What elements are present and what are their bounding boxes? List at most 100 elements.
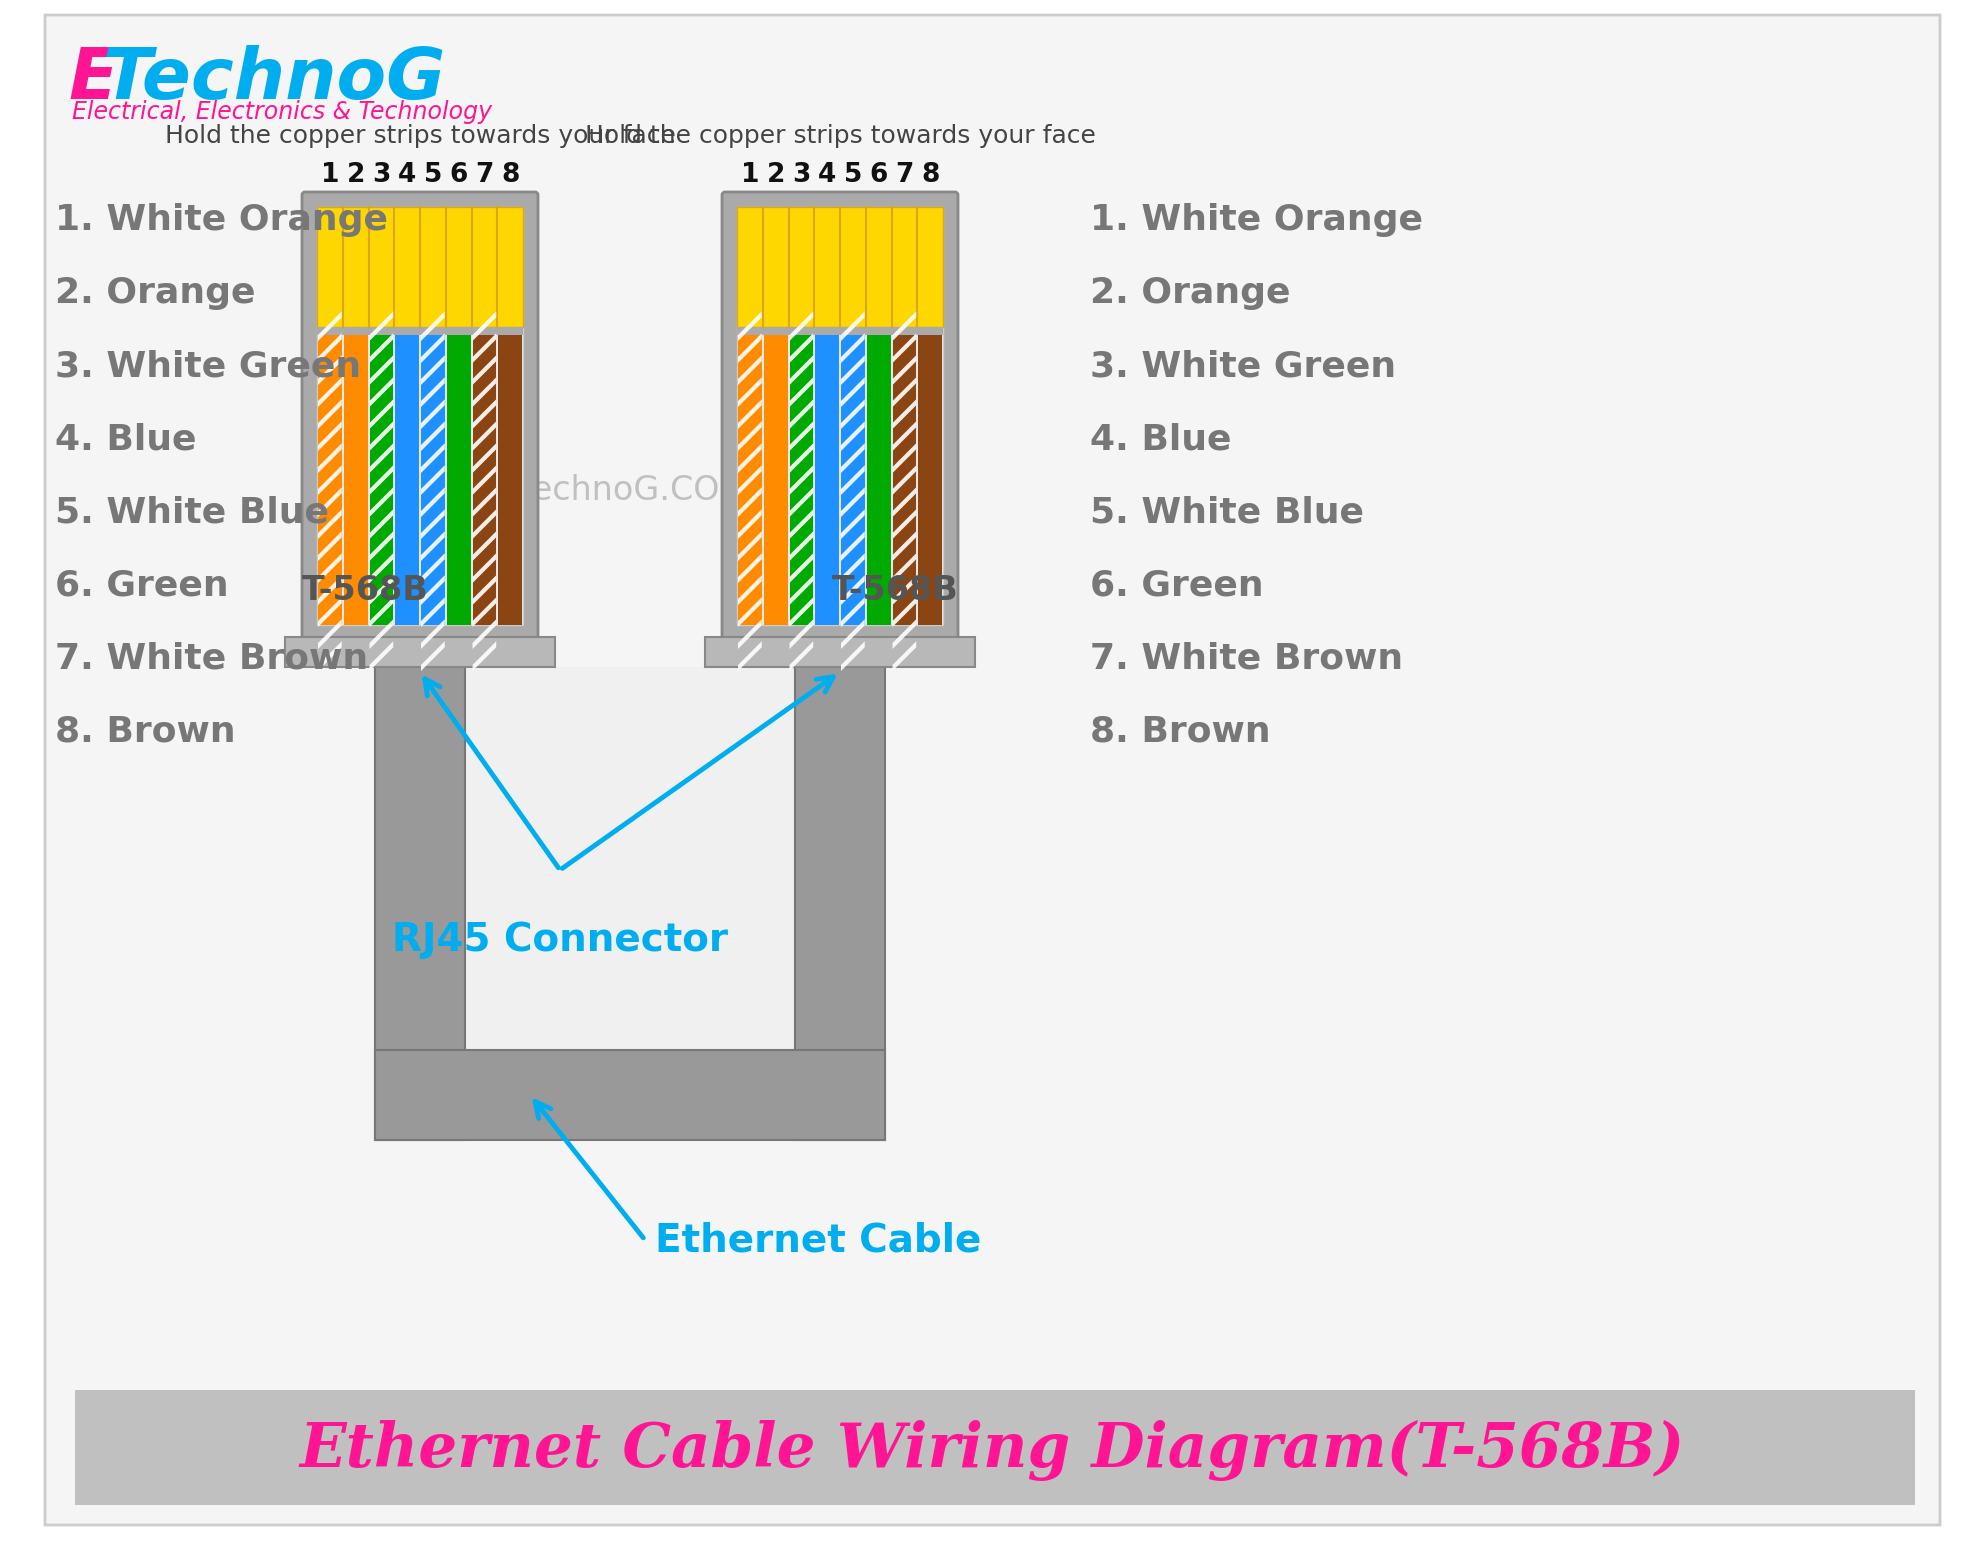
Bar bbox=[318, 207, 522, 327]
Polygon shape bbox=[842, 377, 865, 406]
Polygon shape bbox=[893, 377, 917, 406]
Text: 3. White Green: 3. White Green bbox=[56, 349, 361, 383]
Polygon shape bbox=[738, 509, 762, 539]
Text: 5. White Blue: 5. White Blue bbox=[1090, 495, 1364, 529]
Text: 8: 8 bbox=[921, 162, 939, 188]
Polygon shape bbox=[738, 333, 762, 363]
Polygon shape bbox=[472, 553, 496, 582]
Polygon shape bbox=[369, 444, 393, 473]
Bar bbox=[75, 1390, 1916, 1506]
Polygon shape bbox=[790, 377, 814, 406]
Bar bbox=[343, 335, 367, 624]
Text: 3: 3 bbox=[792, 162, 810, 188]
Polygon shape bbox=[738, 399, 762, 430]
Bar bbox=[919, 335, 943, 624]
Polygon shape bbox=[421, 377, 445, 406]
Polygon shape bbox=[738, 422, 762, 452]
Polygon shape bbox=[421, 333, 445, 363]
Polygon shape bbox=[369, 333, 393, 363]
Polygon shape bbox=[842, 553, 865, 582]
Polygon shape bbox=[842, 509, 865, 539]
Text: 2. Orange: 2. Orange bbox=[1090, 276, 1290, 310]
Text: T-568B: T-568B bbox=[302, 573, 429, 607]
Bar bbox=[867, 335, 891, 624]
Polygon shape bbox=[421, 531, 445, 561]
Bar bbox=[421, 335, 445, 624]
Polygon shape bbox=[318, 466, 341, 495]
Polygon shape bbox=[893, 333, 917, 363]
Bar bbox=[705, 637, 975, 666]
Bar bbox=[318, 335, 341, 624]
Polygon shape bbox=[842, 575, 865, 606]
Polygon shape bbox=[790, 553, 814, 582]
Polygon shape bbox=[318, 509, 341, 539]
Polygon shape bbox=[842, 531, 865, 561]
Polygon shape bbox=[369, 553, 393, 582]
Polygon shape bbox=[318, 333, 341, 363]
Polygon shape bbox=[842, 444, 865, 473]
Bar bbox=[842, 335, 865, 624]
Polygon shape bbox=[318, 641, 341, 671]
Polygon shape bbox=[842, 466, 865, 495]
Polygon shape bbox=[421, 311, 445, 341]
Polygon shape bbox=[472, 355, 496, 385]
Text: 4: 4 bbox=[818, 162, 836, 188]
Polygon shape bbox=[790, 598, 814, 627]
Text: 1. White Orange: 1. White Orange bbox=[1090, 202, 1423, 237]
Polygon shape bbox=[893, 355, 917, 385]
Polygon shape bbox=[790, 422, 814, 452]
Text: 6. Green: 6. Green bbox=[1090, 568, 1264, 603]
Polygon shape bbox=[790, 466, 814, 495]
Polygon shape bbox=[369, 355, 393, 385]
Polygon shape bbox=[738, 355, 762, 385]
Polygon shape bbox=[893, 620, 917, 649]
Polygon shape bbox=[893, 399, 917, 430]
Polygon shape bbox=[369, 399, 393, 430]
Text: 4. Blue: 4. Blue bbox=[56, 422, 197, 456]
Polygon shape bbox=[472, 333, 496, 363]
Bar bbox=[738, 335, 762, 624]
Polygon shape bbox=[318, 399, 341, 430]
Text: 4: 4 bbox=[399, 162, 417, 188]
Text: Electrical, Electronics & Technology: Electrical, Electronics & Technology bbox=[71, 100, 492, 125]
Polygon shape bbox=[738, 620, 762, 649]
FancyBboxPatch shape bbox=[302, 192, 538, 640]
Text: Ethernet Cable Wiring Diagram(T-568B): Ethernet Cable Wiring Diagram(T-568B) bbox=[300, 1420, 1685, 1481]
Polygon shape bbox=[318, 575, 341, 606]
FancyBboxPatch shape bbox=[723, 192, 959, 640]
Polygon shape bbox=[318, 487, 341, 517]
Polygon shape bbox=[790, 333, 814, 363]
Polygon shape bbox=[738, 598, 762, 627]
Polygon shape bbox=[842, 399, 865, 430]
Polygon shape bbox=[369, 422, 393, 452]
Polygon shape bbox=[421, 399, 445, 430]
Polygon shape bbox=[472, 598, 496, 627]
Text: 3. White Green: 3. White Green bbox=[1090, 349, 1395, 383]
Text: 5: 5 bbox=[844, 162, 861, 188]
Polygon shape bbox=[893, 575, 917, 606]
Polygon shape bbox=[738, 575, 762, 606]
Bar bbox=[736, 207, 943, 624]
Polygon shape bbox=[738, 641, 762, 671]
Polygon shape bbox=[369, 377, 393, 406]
Text: Ethernet Cable: Ethernet Cable bbox=[655, 1221, 981, 1260]
Polygon shape bbox=[738, 444, 762, 473]
Text: E: E bbox=[67, 45, 117, 114]
Text: RJ45 Connector: RJ45 Connector bbox=[391, 922, 728, 959]
Polygon shape bbox=[318, 311, 341, 341]
Bar bbox=[816, 335, 840, 624]
Bar bbox=[796, 666, 885, 1140]
Text: 8. Brown: 8. Brown bbox=[56, 715, 236, 747]
Text: TechnoG: TechnoG bbox=[103, 45, 447, 114]
Text: Hold the copper strips towards your face: Hold the copper strips towards your face bbox=[165, 125, 675, 148]
Polygon shape bbox=[421, 422, 445, 452]
Bar bbox=[375, 1049, 885, 1140]
Polygon shape bbox=[318, 553, 341, 582]
Polygon shape bbox=[893, 598, 917, 627]
Text: 2: 2 bbox=[347, 162, 365, 188]
Text: 7. White Brown: 7. White Brown bbox=[56, 641, 367, 676]
Bar bbox=[790, 335, 814, 624]
Text: 6: 6 bbox=[449, 162, 468, 188]
Text: T-568B: T-568B bbox=[832, 573, 959, 607]
Polygon shape bbox=[472, 422, 496, 452]
